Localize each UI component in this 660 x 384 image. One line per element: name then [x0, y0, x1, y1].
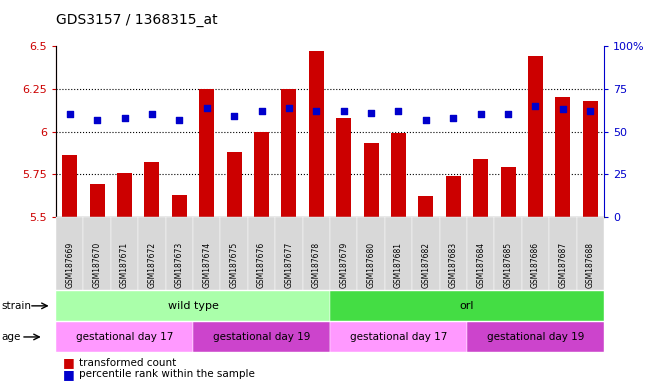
Text: GDS3157 / 1368315_at: GDS3157 / 1368315_at — [56, 13, 218, 27]
Text: GSM187679: GSM187679 — [339, 242, 348, 288]
Text: ■: ■ — [63, 356, 75, 369]
Bar — [391, 133, 406, 217]
Point — [92, 116, 102, 122]
Text: age: age — [1, 332, 20, 342]
Point — [558, 106, 568, 113]
Text: gestational day 17: gestational day 17 — [350, 332, 447, 342]
Bar — [446, 176, 461, 217]
Text: gestational day 19: gestational day 19 — [213, 332, 310, 342]
Text: percentile rank within the sample: percentile rank within the sample — [79, 369, 255, 379]
Point — [366, 110, 376, 116]
Text: GSM187685: GSM187685 — [504, 242, 513, 288]
Point — [229, 113, 240, 119]
Point — [256, 108, 267, 114]
Bar — [145, 162, 160, 217]
Text: GSM187674: GSM187674 — [202, 242, 211, 288]
Bar — [528, 56, 543, 217]
Text: GSM187672: GSM187672 — [147, 242, 156, 288]
Point — [448, 115, 459, 121]
Point — [339, 108, 349, 114]
Text: GSM187675: GSM187675 — [230, 242, 239, 288]
Bar — [418, 197, 434, 217]
Bar — [254, 131, 269, 217]
Point — [393, 108, 404, 114]
Bar — [336, 118, 351, 217]
Text: gestational day 17: gestational day 17 — [76, 332, 174, 342]
Bar — [364, 144, 379, 217]
Bar — [281, 89, 296, 217]
Bar — [199, 89, 214, 217]
Bar — [226, 152, 242, 217]
Point — [585, 108, 595, 114]
Bar — [309, 51, 324, 217]
Point — [65, 111, 75, 118]
Bar — [473, 159, 488, 217]
Text: ■: ■ — [63, 368, 75, 381]
Text: GSM187683: GSM187683 — [449, 242, 458, 288]
Text: GSM187670: GSM187670 — [92, 242, 102, 288]
Point — [475, 111, 486, 118]
Text: GSM187682: GSM187682 — [421, 242, 430, 288]
Text: GSM187680: GSM187680 — [366, 242, 376, 288]
Text: GSM187677: GSM187677 — [284, 242, 294, 288]
Point — [311, 108, 321, 114]
Point — [284, 104, 294, 111]
Bar — [500, 167, 515, 217]
Text: GSM187669: GSM187669 — [65, 242, 75, 288]
Point — [530, 103, 541, 109]
Text: GSM187688: GSM187688 — [585, 242, 595, 288]
Text: GSM187671: GSM187671 — [120, 242, 129, 288]
Text: GSM187687: GSM187687 — [558, 242, 568, 288]
Point — [119, 115, 130, 121]
Text: transformed count: transformed count — [79, 358, 176, 368]
Text: orl: orl — [460, 301, 474, 311]
Text: gestational day 19: gestational day 19 — [486, 332, 584, 342]
Bar — [117, 172, 132, 217]
Bar — [583, 101, 598, 217]
Point — [503, 111, 513, 118]
Bar — [555, 97, 570, 217]
Point — [201, 104, 212, 111]
Text: GSM187684: GSM187684 — [476, 242, 485, 288]
Bar — [90, 184, 105, 217]
Text: GSM187681: GSM187681 — [394, 242, 403, 288]
Text: GSM187676: GSM187676 — [257, 242, 266, 288]
Text: strain: strain — [1, 301, 31, 311]
Text: wild type: wild type — [168, 301, 218, 311]
Text: GSM187678: GSM187678 — [312, 242, 321, 288]
Text: GSM187686: GSM187686 — [531, 242, 540, 288]
Point — [420, 116, 431, 122]
Point — [174, 116, 185, 122]
Bar — [62, 156, 77, 217]
Text: GSM187673: GSM187673 — [175, 242, 184, 288]
Bar — [172, 195, 187, 217]
Point — [147, 111, 157, 118]
